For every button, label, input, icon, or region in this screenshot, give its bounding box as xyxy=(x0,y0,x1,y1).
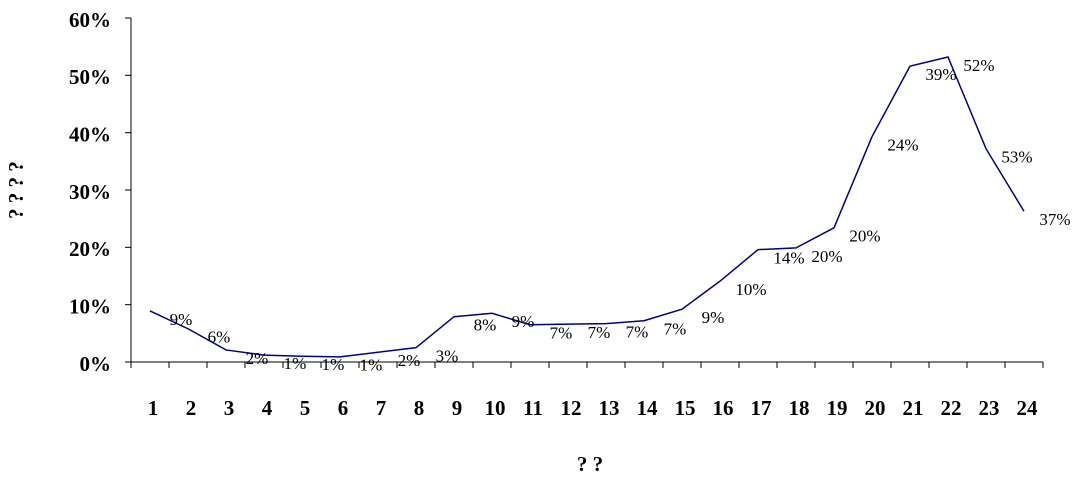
y-tick-label: 0% xyxy=(80,352,112,376)
data-label: 9% xyxy=(702,308,725,327)
x-tick-label: 12 xyxy=(561,396,582,420)
x-tick-label: 5 xyxy=(300,396,311,420)
y-tick-label: 40% xyxy=(69,122,111,146)
x-tick-label: 17 xyxy=(751,396,772,420)
x-tick-label: 13 xyxy=(599,396,620,420)
x-tick-label: 9 xyxy=(452,396,463,420)
x-tick-label: 14 xyxy=(637,396,659,420)
x-axis-label: ? ? xyxy=(577,452,603,476)
data-label: 24% xyxy=(887,136,918,155)
line xyxy=(149,56,1025,358)
data-label: 52% xyxy=(963,56,994,75)
x-tick-label: 6 xyxy=(338,396,349,420)
x-tick-label: 7 xyxy=(376,396,387,420)
data-label: 7% xyxy=(664,320,687,339)
x-tick-label: 23 xyxy=(979,396,1000,420)
y-axis-label: ? ? ? ? xyxy=(4,161,28,219)
x-tick-label: 21 xyxy=(903,396,924,420)
x-tick-label: 3 xyxy=(224,396,235,420)
data-label: 9% xyxy=(170,310,193,329)
data-label: 7% xyxy=(588,323,611,342)
x-tick-label: 2 xyxy=(186,396,197,420)
data-label: 6% xyxy=(208,328,231,347)
x-tick-label: 19 xyxy=(827,396,848,420)
data-label: 14% xyxy=(773,249,804,268)
x-tick-label: 16 xyxy=(713,396,734,420)
x-tick-label: 20 xyxy=(865,396,886,420)
x-tick-label: 15 xyxy=(675,396,696,420)
x-tick-label: 8 xyxy=(414,396,425,420)
data-label: 9% xyxy=(512,312,535,331)
x-tick-label: 11 xyxy=(523,396,543,420)
data-label: 2% xyxy=(398,351,421,370)
data-label: 8% xyxy=(474,316,497,335)
x-tick-label: 1 xyxy=(148,396,159,420)
data-label: 1% xyxy=(360,356,383,375)
data-label: 37% xyxy=(1039,210,1070,229)
x-tick-label: 24 xyxy=(1017,396,1039,420)
x-tick-label: 18 xyxy=(789,396,810,420)
data-label: 2% xyxy=(246,349,269,368)
x-tick-label: 4 xyxy=(262,396,273,420)
y-tick-label: 20% xyxy=(69,237,111,261)
data-label: 39% xyxy=(925,65,956,84)
data-label: 20% xyxy=(849,227,880,246)
data-label: 7% xyxy=(626,322,649,341)
data-label: 53% xyxy=(1001,148,1032,167)
data-label: 7% xyxy=(550,324,573,343)
y-tick-label: 10% xyxy=(69,294,111,318)
y-tick-label: 60% xyxy=(69,8,111,32)
data-label: 3% xyxy=(436,347,459,366)
y-tick-label: 30% xyxy=(69,180,111,204)
x-tick-label: 10 xyxy=(485,396,506,420)
data-label: 1% xyxy=(322,355,345,374)
y-tick-label: 50% xyxy=(69,65,111,89)
data-label: 20% xyxy=(811,247,842,266)
x-tick-label: 22 xyxy=(941,396,962,420)
data-label: 10% xyxy=(735,280,766,299)
data-label: 1% xyxy=(284,354,307,373)
